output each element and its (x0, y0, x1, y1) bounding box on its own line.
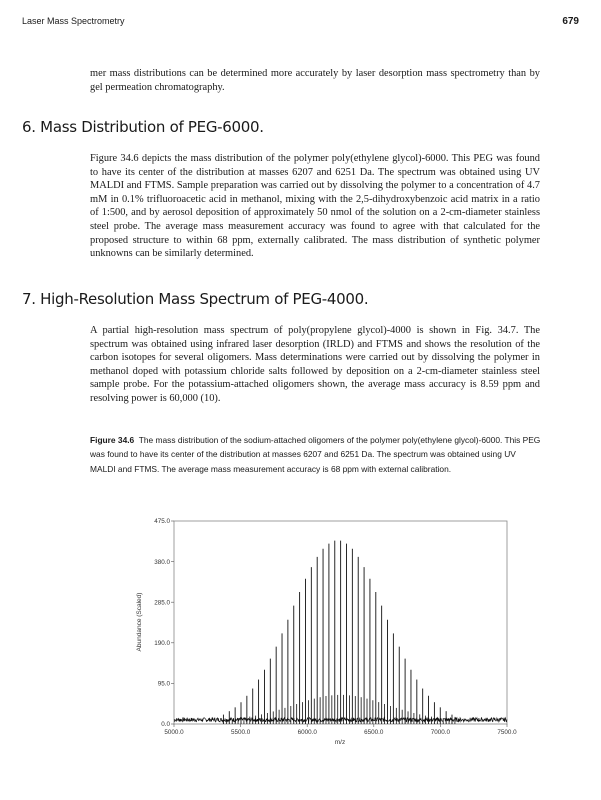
section-7-body: A partial high-resolution mass spectrum … (90, 325, 540, 404)
x-axis-ticks: 5000.0 5500.0 6000.0 6500.0 7000.0 7500.0 (164, 724, 517, 736)
y-axis-ticks: 0.0 95.0 190.0 285.0 380.0 475.0 (154, 518, 174, 728)
y-axis-label: Abundance (Scaled) (136, 593, 143, 652)
figure-label: Figure 34.6 (90, 435, 135, 445)
section-7-heading: 7. High-Resolution Mass Spectrum of PEG-… (22, 290, 369, 308)
y-tick-label: 285.0 (154, 599, 170, 606)
figure-caption-text: The mass distribution of the sodium-atta… (90, 435, 541, 474)
section-6-body: Figure 34.6 depicts the mass distributio… (90, 153, 540, 260)
peak-series (222, 540, 456, 724)
x-tick-label: 7500.0 (497, 729, 517, 736)
figure-caption: Figure 34.6 The mass distribution of the… (90, 433, 542, 476)
page-number: 679 (562, 16, 579, 27)
y-tick-label: 380.0 (154, 559, 170, 566)
intro-paragraph: mer mass distributions can be determined… (90, 68, 540, 93)
baseline-noise (173, 716, 508, 724)
running-title: Laser Mass Spectrometry (22, 16, 125, 26)
x-tick-label: 6500.0 (364, 729, 384, 736)
x-axis-label: m/z (335, 739, 345, 746)
y-tick-label: 95.0 (158, 681, 171, 688)
y-tick-label: 190.0 (154, 640, 170, 647)
x-tick-label: 5500.0 (231, 729, 251, 736)
y-tick-label: 0.0 (161, 721, 170, 728)
noise-trace (173, 716, 508, 724)
plot-frame (173, 520, 508, 725)
x-tick-label: 6000.0 (298, 729, 318, 736)
section-6-heading: 6. Mass Distribution of PEG-6000. (22, 118, 264, 136)
y-tick-label: 475.0 (154, 518, 170, 525)
x-tick-label: 5000.0 (164, 729, 184, 736)
x-tick-label: 7000.0 (431, 729, 451, 736)
